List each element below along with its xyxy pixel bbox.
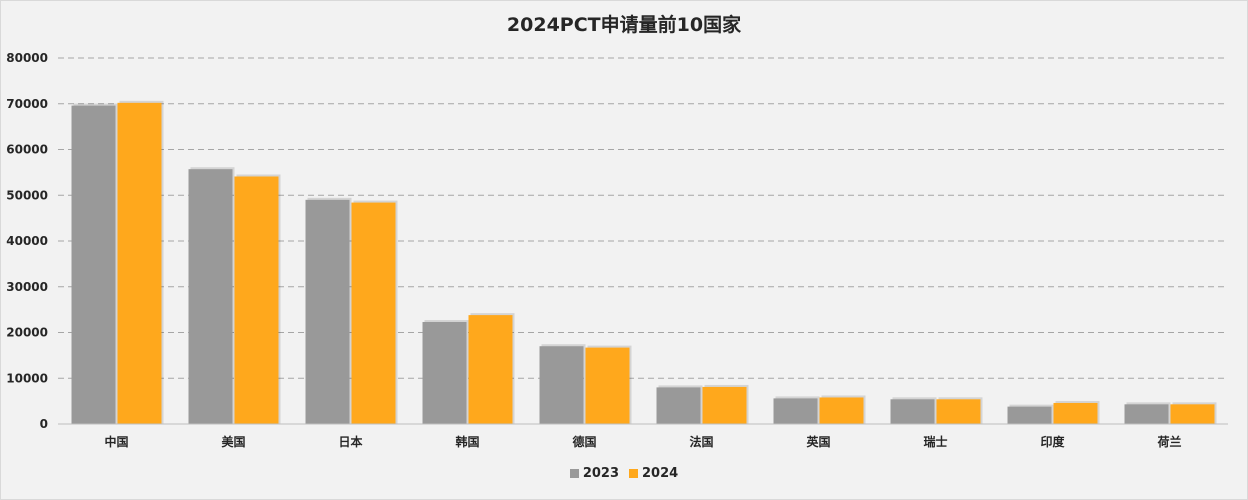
chart-title: 2024PCT申请量前10国家 <box>506 14 742 36</box>
x-tick-label: 法国 <box>689 434 713 449</box>
bar-2024[interactable] <box>1170 404 1215 424</box>
bar-2024[interactable] <box>351 202 396 424</box>
x-tick-label: 日本 <box>338 434 362 449</box>
bar-2023[interactable] <box>188 169 233 424</box>
bar-2023[interactable] <box>890 399 935 424</box>
x-tick-label: 印度 <box>1040 434 1065 449</box>
y-tick-label: 0 <box>40 417 48 431</box>
x-tick-label: 美国 <box>221 434 245 449</box>
legend-item-2024[interactable]: 2024 <box>629 466 678 481</box>
bar-2024[interactable] <box>585 347 630 424</box>
x-tick-label: 英国 <box>806 434 830 449</box>
x-tick-label: 荷兰 <box>1156 434 1181 449</box>
legend-label-2024: 2024 <box>642 466 679 481</box>
bar-2023[interactable] <box>773 398 818 424</box>
x-tick-label: 德国 <box>572 434 596 449</box>
legend-swatch-2024 <box>629 469 638 478</box>
bar-2024[interactable] <box>117 102 162 425</box>
y-tick-label: 40000 <box>6 234 48 248</box>
x-tick-label: 瑞士 <box>923 434 947 449</box>
x-tick-label: 韩国 <box>455 434 479 449</box>
legend: 2023 2024 <box>0 466 1248 481</box>
bar-2024[interactable] <box>468 315 513 424</box>
y-tick-label: 10000 <box>6 371 48 385</box>
y-tick-label: 30000 <box>6 280 48 294</box>
bar-2023[interactable] <box>422 321 467 424</box>
y-tick-label: 60000 <box>6 143 48 157</box>
y-tick-label: 70000 <box>6 97 48 111</box>
y-tick-label: 50000 <box>6 188 48 202</box>
bar-2023[interactable] <box>1007 406 1052 424</box>
bar-2024[interactable] <box>702 386 747 424</box>
y-tick-label: 20000 <box>6 326 48 340</box>
bar-2023[interactable] <box>539 346 584 424</box>
bar-2023[interactable] <box>71 105 116 424</box>
legend-item-2023[interactable]: 2023 <box>569 466 619 481</box>
x-tick-label: 中国 <box>104 434 128 449</box>
legend-label-2023: 2023 <box>582 466 619 481</box>
bar-2024[interactable] <box>1053 402 1098 424</box>
bar-2024[interactable] <box>234 176 279 424</box>
bar-2023[interactable] <box>1124 404 1169 424</box>
bar-2024[interactable] <box>819 397 864 424</box>
legend-swatch-2023 <box>569 469 579 478</box>
y-tick-label: 80000 <box>6 51 48 65</box>
bar-2023[interactable] <box>656 387 701 424</box>
bar-2023[interactable] <box>305 199 350 424</box>
bar-2024[interactable] <box>936 399 981 424</box>
